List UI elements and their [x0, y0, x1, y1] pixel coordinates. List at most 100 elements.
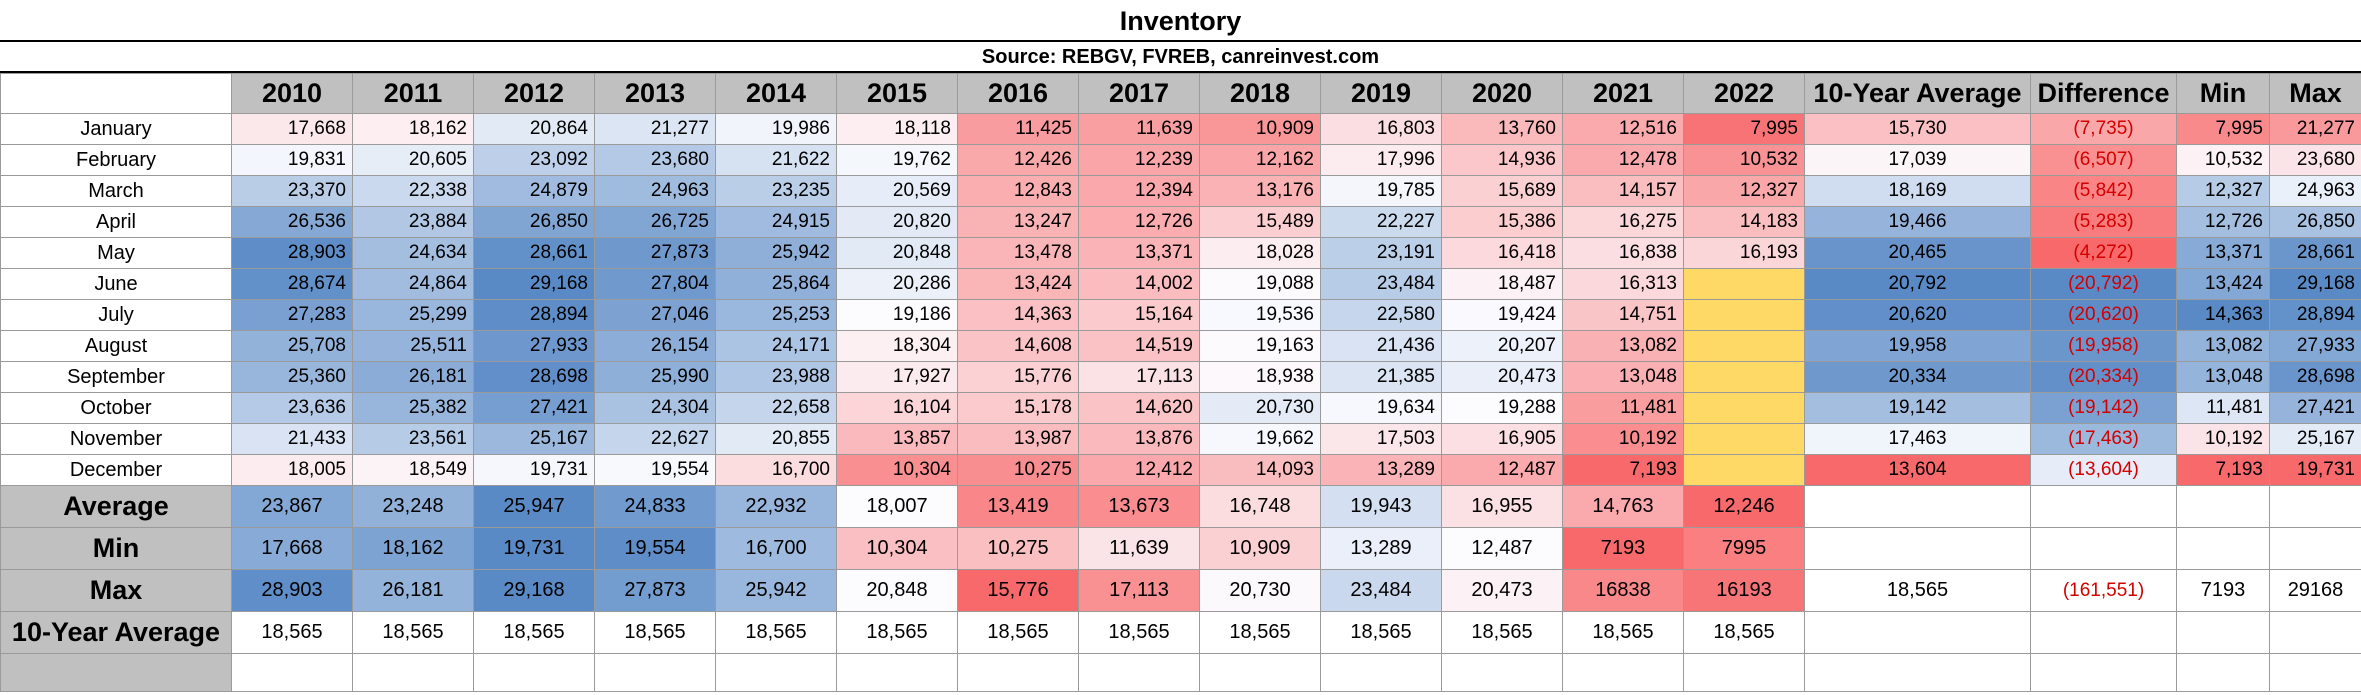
data-cell: 25,360 — [231, 361, 353, 393]
data-cell: 12,162 — [1199, 144, 1321, 176]
data-cell: 14,608 — [957, 330, 1079, 362]
data-cell: 13,247 — [957, 206, 1079, 238]
inventory-table: 2010 2011 2012 2013 2014 2015 2016 2017 2018 2019… — [0, 73, 2361, 692]
column-header: 2018 — [1199, 73, 1321, 114]
data-cell: 27,873 — [594, 237, 716, 269]
data-cell: 16,803 — [1320, 113, 1442, 145]
data-cell: 18,118 — [836, 113, 958, 145]
data-cell: 20,569 — [836, 175, 958, 207]
data-cell: 10,192 — [1562, 423, 1684, 455]
empty-cell — [352, 653, 474, 692]
column-header: 2021 — [1562, 73, 1684, 114]
data-cell: 23,235 — [715, 175, 837, 207]
data-cell: 24,634 — [352, 237, 474, 269]
summary-cell: 16193 — [1683, 569, 1805, 612]
sheet-subtitle: Source: REBGV, FVREB, canreinvest.com — [0, 42, 2361, 73]
data-cell: 25,511 — [352, 330, 474, 362]
max-cell: 27,421 — [2269, 392, 2361, 424]
ten-year-average-cell: 15,730 — [1804, 113, 2031, 145]
data-cell: 14,363 — [957, 299, 1079, 331]
difference-cell: (6,507) — [2030, 144, 2177, 176]
summary-cell: 18,565 — [231, 611, 353, 654]
month-label: August — [0, 330, 232, 362]
summary-label: 10-Year Average — [0, 611, 232, 654]
data-cell: 16,104 — [836, 392, 958, 424]
data-cell: 27,804 — [594, 268, 716, 300]
summary-cell: 13,289 — [1320, 527, 1442, 570]
ten-year-average-cell: 20,334 — [1804, 361, 2031, 393]
month-label: September — [0, 361, 232, 393]
summary-min-cell — [2176, 485, 2270, 528]
max-cell: 19,731 — [2269, 454, 2361, 486]
summary-cell: 11,639 — [1078, 527, 1200, 570]
data-cell: 24,304 — [594, 392, 716, 424]
empty-cell — [715, 653, 837, 692]
data-cell: 19,634 — [1320, 392, 1442, 424]
table-row: October 23,636 25,382 27,421 24,304 22,658 16,… — [0, 392, 2361, 424]
data-cell: 17,113 — [1078, 361, 1200, 393]
ten-year-average-cell: 17,039 — [1804, 144, 2031, 176]
data-cell: 14,936 — [1441, 144, 1563, 176]
data-cell: 25,942 — [715, 237, 837, 269]
summary-max-cell: 29168 — [2269, 569, 2361, 612]
summary-diff-cell — [2030, 527, 2177, 570]
data-cell: 16,275 — [1562, 206, 1684, 238]
data-cell: 13,424 — [957, 268, 1079, 300]
data-cell — [1683, 268, 1805, 300]
data-cell: 18,028 — [1199, 237, 1321, 269]
summary-min-cell — [2176, 611, 2270, 654]
difference-cell: (19,142) — [2030, 392, 2177, 424]
header-row: 2010 2011 2012 2013 2014 2015 2016 2017 2018 2019… — [0, 73, 2361, 114]
data-cell: 22,227 — [1320, 206, 1442, 238]
column-header: 2010 — [231, 73, 353, 114]
summary-diff-cell: (161,551) — [2030, 569, 2177, 612]
data-cell: 20,473 — [1441, 361, 1563, 393]
summary-cell: 16838 — [1562, 569, 1684, 612]
data-cell: 15,386 — [1441, 206, 1563, 238]
data-cell: 13,371 — [1078, 237, 1200, 269]
summary-cell: 18,565 — [1562, 611, 1684, 654]
summary-cell: 23,867 — [231, 485, 353, 528]
summary-min-cell: 7193 — [2176, 569, 2270, 612]
data-cell: 19,662 — [1199, 423, 1321, 455]
data-cell: 12,478 — [1562, 144, 1684, 176]
summary-min-cell — [2176, 527, 2270, 570]
data-cell: 12,516 — [1562, 113, 1684, 145]
ten-year-average-cell: 20,620 — [1804, 299, 2031, 331]
max-cell: 28,894 — [2269, 299, 2361, 331]
table-row: June 28,674 24,864 29,168 27,804 25,864 20,286… — [0, 268, 2361, 300]
difference-cell: (20,334) — [2030, 361, 2177, 393]
summary-cell: 18,565 — [957, 611, 1079, 654]
column-header: 2012 — [473, 73, 595, 114]
min-cell: 10,192 — [2176, 423, 2270, 455]
month-label: June — [0, 268, 232, 300]
summary-cell: 7193 — [1562, 527, 1684, 570]
data-cell: 26,181 — [352, 361, 474, 393]
data-cell: 15,776 — [957, 361, 1079, 393]
data-cell: 21,277 — [594, 113, 716, 145]
data-cell: 17,668 — [231, 113, 353, 145]
month-label: March — [0, 175, 232, 207]
data-cell: 26,154 — [594, 330, 716, 362]
data-cell: 17,927 — [836, 361, 958, 393]
min-cell: 12,726 — [2176, 206, 2270, 238]
data-cell: 28,698 — [473, 361, 595, 393]
summary-cell: 18,565 — [1078, 611, 1200, 654]
summary-cell: 18,565 — [1441, 611, 1563, 654]
summary-cell: 19,731 — [473, 527, 595, 570]
max-cell: 27,933 — [2269, 330, 2361, 362]
summary-cell: 10,909 — [1199, 527, 1321, 570]
data-cell: 25,864 — [715, 268, 837, 300]
data-cell: 29,168 — [473, 268, 595, 300]
empty-cell — [473, 653, 595, 692]
table-row: February 19,831 20,605 23,092 23,680 21,622 19… — [0, 144, 2361, 176]
empty-cell — [1683, 653, 1805, 692]
min-cell: 13,424 — [2176, 268, 2270, 300]
data-cell: 12,726 — [1078, 206, 1200, 238]
empty-cell — [1078, 653, 1200, 692]
summary-cell: 12,246 — [1683, 485, 1805, 528]
data-cell: 10,275 — [957, 454, 1079, 486]
min-cell: 13,048 — [2176, 361, 2270, 393]
data-cell: 25,990 — [594, 361, 716, 393]
data-cell: 19,762 — [836, 144, 958, 176]
